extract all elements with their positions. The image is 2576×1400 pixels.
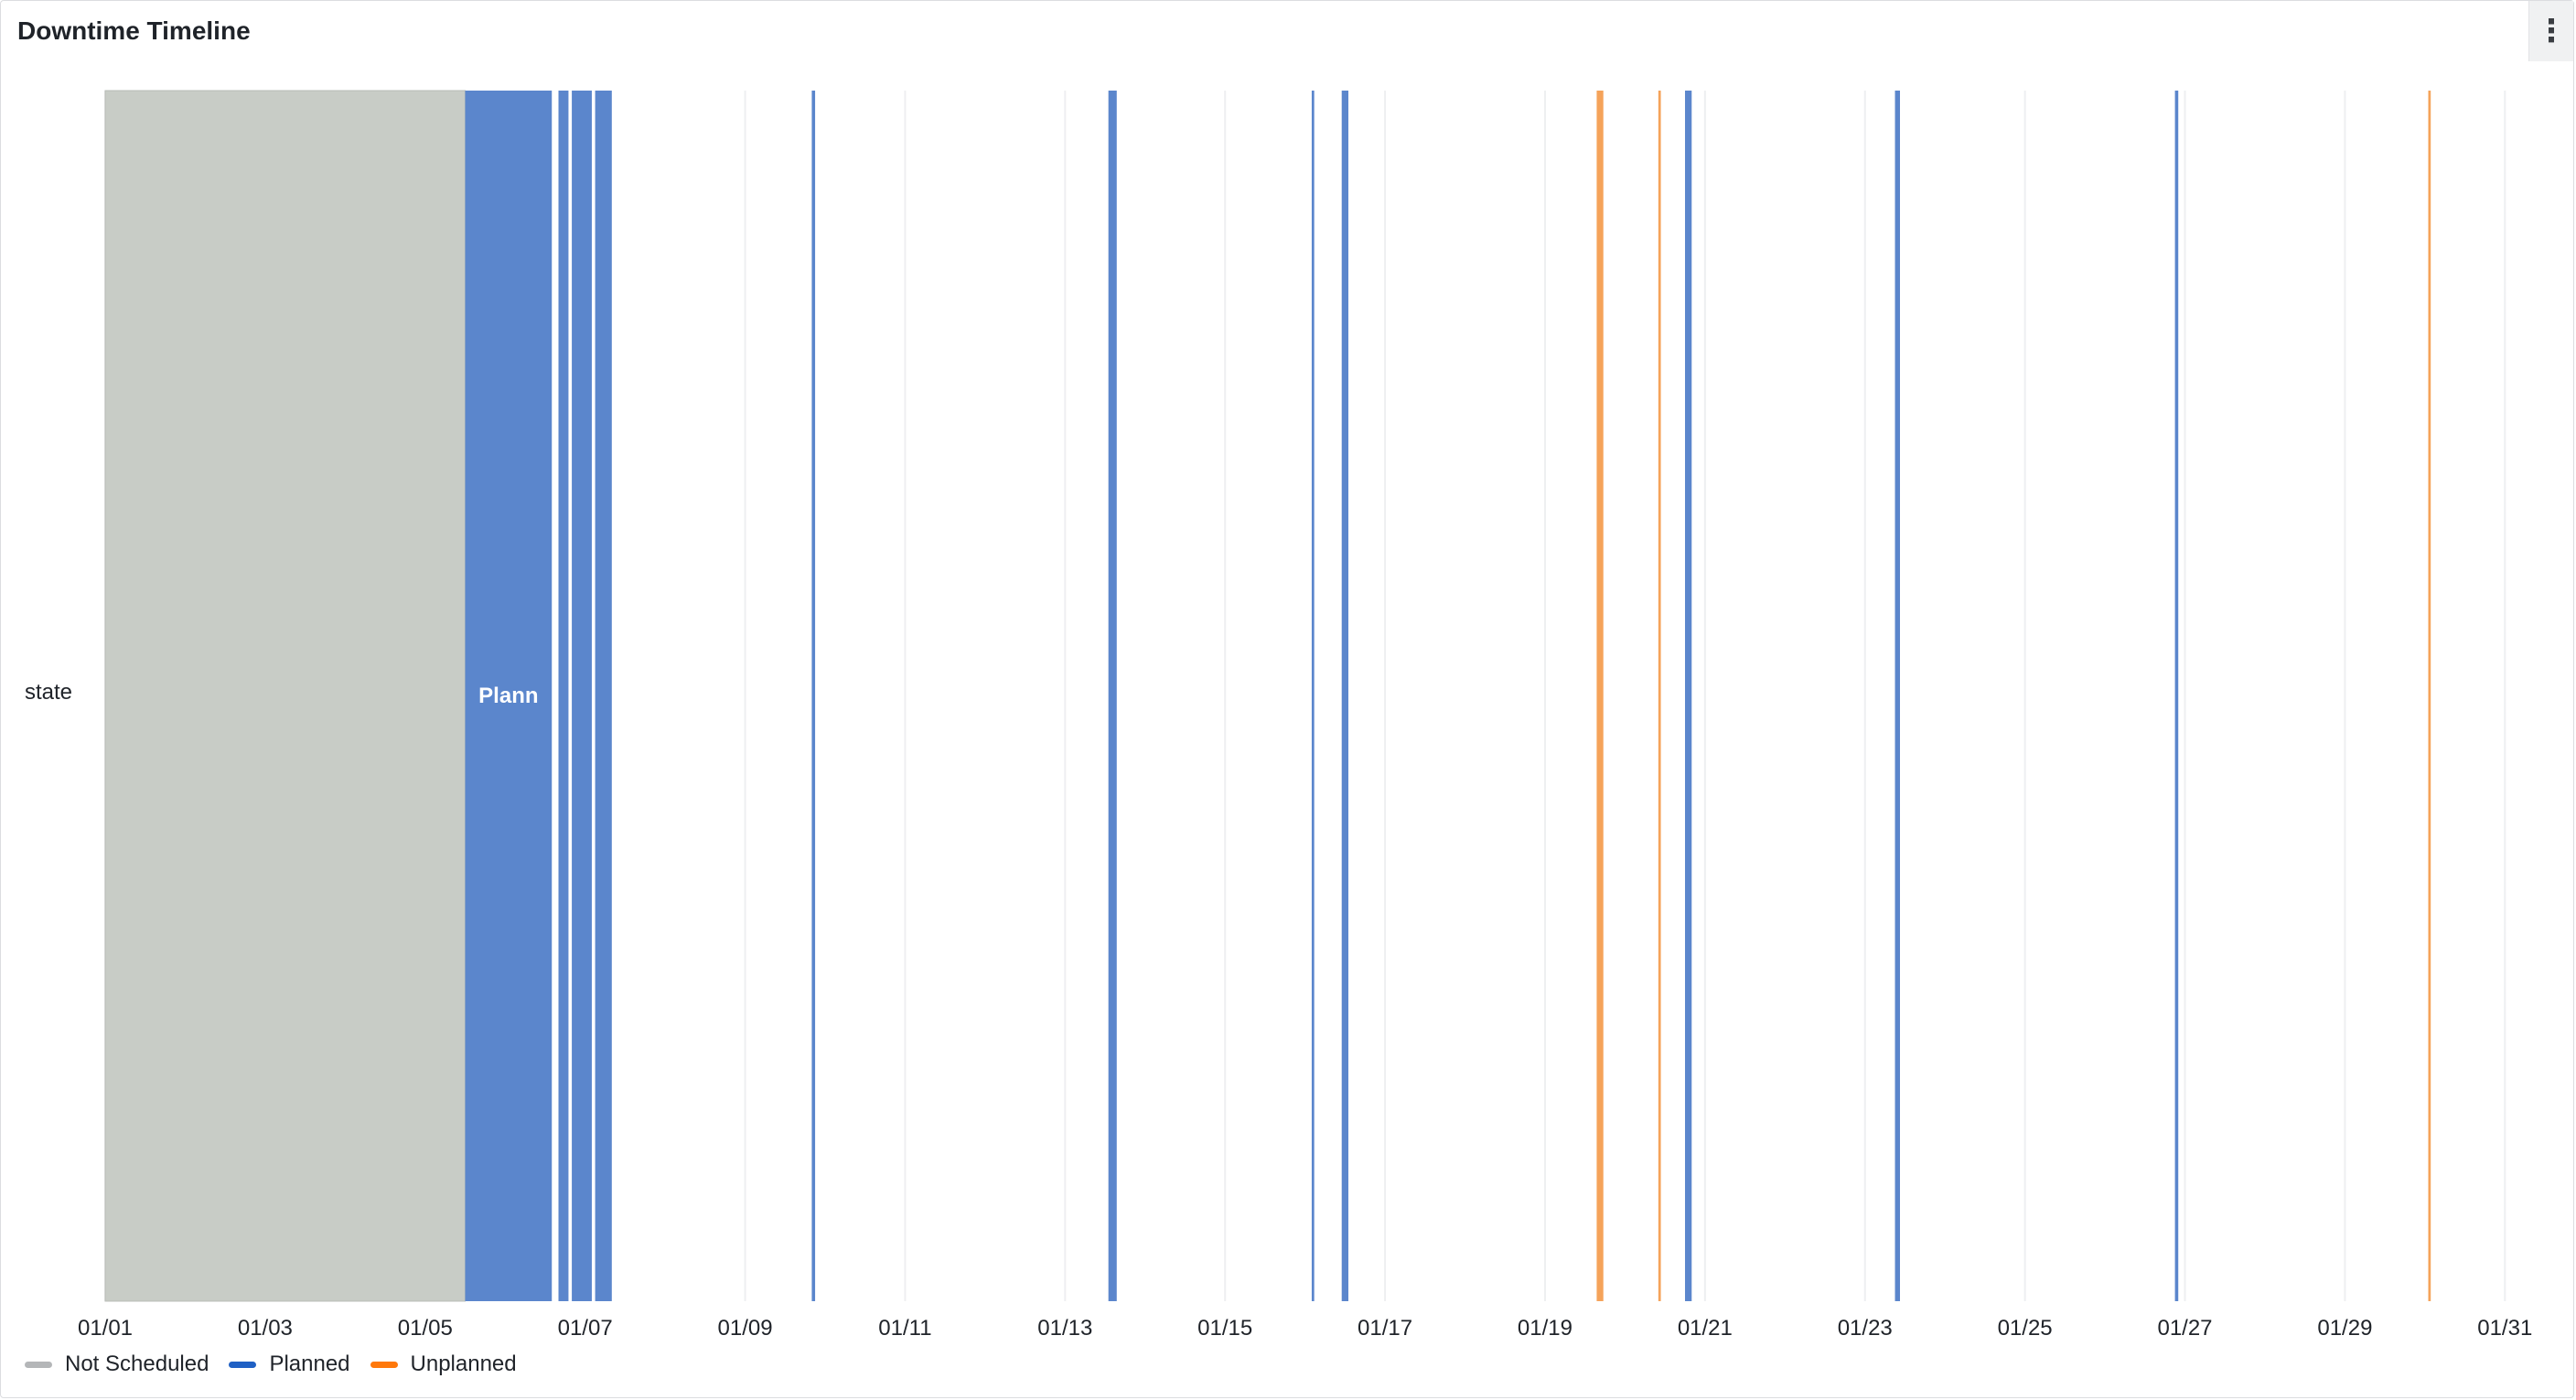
segment-planned[interactable] — [1341, 91, 1349, 1301]
segment-planned[interactable] — [558, 91, 569, 1301]
segment-labels: Plann — [478, 684, 538, 708]
segment-unplanned[interactable] — [1596, 91, 1604, 1301]
x-tick-label: 01/29 — [2317, 1316, 2372, 1341]
segment-unplanned[interactable] — [1658, 91, 1661, 1301]
x-tick-label: 01/17 — [1358, 1316, 1412, 1341]
segment-planned[interactable] — [1894, 91, 1900, 1301]
x-tick-label: 01/07 — [558, 1316, 613, 1341]
x-tick-label: 01/23 — [1838, 1316, 1893, 1341]
x-tick-label: 01/21 — [1678, 1316, 1733, 1341]
segment-unplanned[interactable] — [2428, 91, 2431, 1301]
segment-label: Plann — [478, 684, 538, 708]
legend-swatch — [370, 1361, 398, 1368]
legend-label: Planned — [269, 1352, 350, 1376]
segment-planned[interactable] — [811, 91, 816, 1301]
legend-swatch — [229, 1361, 257, 1368]
segments — [104, 90, 2431, 1302]
segment-planned[interactable] — [2174, 91, 2179, 1301]
legend-item-unplanned[interactable]: Unplanned — [370, 1352, 517, 1377]
x-tick-label: 01/15 — [1197, 1316, 1252, 1341]
legend: Not Scheduled Planned Unplanned — [25, 1352, 517, 1377]
segment-planned[interactable] — [1108, 91, 1117, 1301]
legend-item-planned[interactable]: Planned — [229, 1352, 350, 1377]
more-vertical-icon[interactable]: ⋮ — [2528, 1, 2573, 61]
x-tick-label: 01/31 — [2477, 1316, 2532, 1341]
x-tick-label: 01/05 — [398, 1316, 453, 1341]
x-tick-label: 01/13 — [1037, 1316, 1092, 1341]
segment-not-scheduled[interactable] — [104, 90, 466, 1302]
segment-planned[interactable] — [595, 91, 612, 1301]
x-tick-label: 01/27 — [2157, 1316, 2212, 1341]
legend-label: Unplanned — [410, 1352, 517, 1376]
segment-planned[interactable] — [1684, 91, 1692, 1301]
legend-swatch — [25, 1361, 52, 1368]
x-axis-ticks: 01/01 01/03 01/05 01/07 01/09 01/11 01/13 01/15… — [78, 1316, 2532, 1341]
x-tick-label: 01/25 — [1998, 1316, 2053, 1341]
segment-planned[interactable] — [465, 91, 553, 1301]
row-label: state — [25, 680, 73, 705]
x-tick-label: 01/01 — [78, 1316, 133, 1341]
x-tick-label: 01/03 — [238, 1316, 293, 1341]
legend-label: Not Scheduled — [65, 1352, 209, 1376]
segment-planned[interactable] — [572, 91, 592, 1301]
panel-title: Downtime Timeline — [17, 16, 251, 45]
x-tick-label: 01/19 — [1518, 1316, 1572, 1341]
segment-planned[interactable] — [1311, 91, 1315, 1301]
x-tick-label: 01/09 — [718, 1316, 773, 1341]
x-tick-label: 01/11 — [878, 1316, 931, 1341]
legend-item-not-scheduled[interactable]: Not Scheduled — [25, 1352, 209, 1377]
